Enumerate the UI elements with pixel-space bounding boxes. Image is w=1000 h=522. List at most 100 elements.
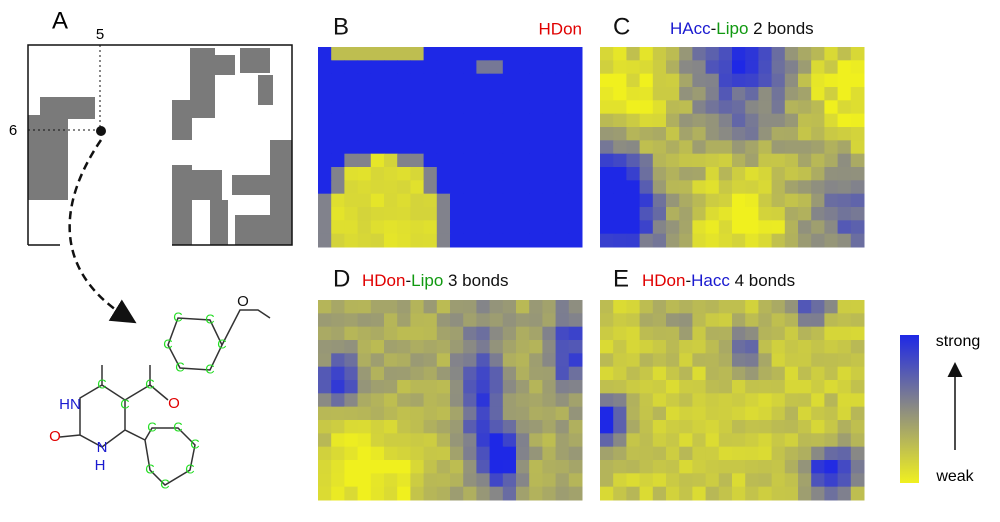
heatmap-cell [463, 420, 477, 434]
heatmap-cell [824, 193, 839, 208]
heatmap-cell [357, 406, 372, 421]
heatmap-cell [502, 340, 517, 354]
heatmap-cell [344, 486, 359, 501]
heatmap-cell [502, 113, 517, 128]
occupancy-map [28, 48, 292, 245]
heatmap-cell [489, 380, 504, 394]
heatmap-cell [718, 313, 733, 328]
heatmap-cell [666, 100, 680, 115]
heatmap-cell [600, 313, 614, 328]
heatmap-cell [502, 233, 517, 248]
heatmap-cell [529, 486, 543, 501]
heatmap-cell [318, 340, 332, 354]
heatmap-cell [476, 140, 491, 155]
heatmap-cell [370, 193, 385, 208]
heatmap-cell [771, 207, 786, 221]
heatmap-cell [811, 446, 825, 461]
heatmap-cell [357, 87, 372, 101]
heatmap-cell [384, 446, 398, 461]
heatmap-cell [568, 446, 583, 461]
heatmap-cell [542, 207, 557, 221]
heatmap-cell [613, 180, 627, 195]
heatmap-cell [745, 60, 759, 75]
heatmap-cell [542, 393, 557, 408]
heatmap-cell [344, 113, 359, 128]
heatmap-cell [679, 473, 693, 488]
heatmap-cell [705, 233, 720, 248]
heatmap-cell [331, 433, 345, 448]
heatmap-cell [344, 233, 359, 248]
heatmap-cell [502, 486, 517, 501]
heatmap-cell [463, 446, 477, 461]
heatmap-cell [489, 60, 504, 75]
heatmap-cell [705, 406, 720, 421]
heatmap-cell [626, 113, 641, 128]
heatmap-cell [705, 446, 720, 461]
heatmap-cell [397, 380, 411, 394]
heatmap-cell [344, 380, 359, 394]
heatmap-cell [824, 47, 839, 61]
heatmap-cell [798, 153, 812, 168]
heatmap-cell [423, 473, 438, 488]
heatmap-cell [529, 460, 543, 474]
heatmap-cell [529, 100, 543, 115]
heatmap-cell [529, 393, 543, 408]
heatmap-cell [692, 153, 707, 168]
heatmap-cell [784, 60, 799, 75]
panel-title: HDon-Lipo 3 bonds [362, 271, 509, 290]
heatmap-cell [410, 446, 425, 461]
atom: C [97, 376, 106, 391]
heatmap-cell [784, 473, 799, 488]
heatmap-cell [555, 326, 570, 341]
heatmap-cell [745, 486, 759, 501]
heatmap-cell [384, 380, 398, 394]
heatmap-cell [679, 207, 693, 221]
heatmap-cell [798, 167, 812, 181]
heatmap-cell [423, 73, 438, 88]
heatmap-cell [357, 380, 372, 394]
heatmap-cell [771, 127, 786, 141]
heatmap-cell [344, 100, 359, 115]
heatmap-cell [626, 47, 641, 61]
heatmap-cell [666, 193, 680, 208]
heatmap-cell [824, 180, 839, 195]
heatmap-cell [758, 340, 773, 354]
heatmap-cell [397, 180, 411, 195]
heatmap-cell [837, 87, 852, 101]
heatmap-cell [718, 300, 733, 314]
heatmap-cell [718, 180, 733, 195]
heatmap-cell [331, 153, 345, 168]
heatmap-cell [529, 87, 543, 101]
heatmap-cell [666, 446, 680, 461]
heatmap-cell [679, 233, 693, 248]
heatmap-cell [837, 313, 852, 328]
title-part: HDon [642, 271, 685, 290]
heatmap-cell [423, 420, 438, 434]
heatmap-cell [410, 406, 425, 421]
heatmap-cell [692, 193, 707, 208]
heatmap-cell [758, 380, 773, 394]
heatmap-cell [529, 60, 543, 75]
heatmap-cell [489, 313, 504, 328]
heatmap-cell [555, 446, 570, 461]
heatmap-cell [718, 73, 733, 88]
heatmap-cell [626, 473, 641, 488]
heatmap-cell [626, 460, 641, 474]
heatmap-cell [600, 406, 614, 421]
heatmap-cell [568, 380, 583, 394]
heatmap-cell [745, 366, 759, 381]
panel-title: HDon [539, 19, 582, 38]
heatmap-cell [344, 140, 359, 155]
heatmap-cell [331, 460, 345, 474]
heatmap-cell [489, 140, 504, 155]
heatmap-cell [692, 460, 707, 474]
heatmap-cell [344, 340, 359, 354]
heatmap-cell [397, 486, 411, 501]
heatmap-cell [600, 167, 614, 181]
heatmap-cell [798, 380, 812, 394]
heatmap-cell [397, 460, 411, 474]
heatmap-cell [824, 60, 839, 75]
heatmap-cell [568, 366, 583, 381]
heatmap-cell [410, 127, 425, 141]
heatmap-cell [331, 313, 345, 328]
